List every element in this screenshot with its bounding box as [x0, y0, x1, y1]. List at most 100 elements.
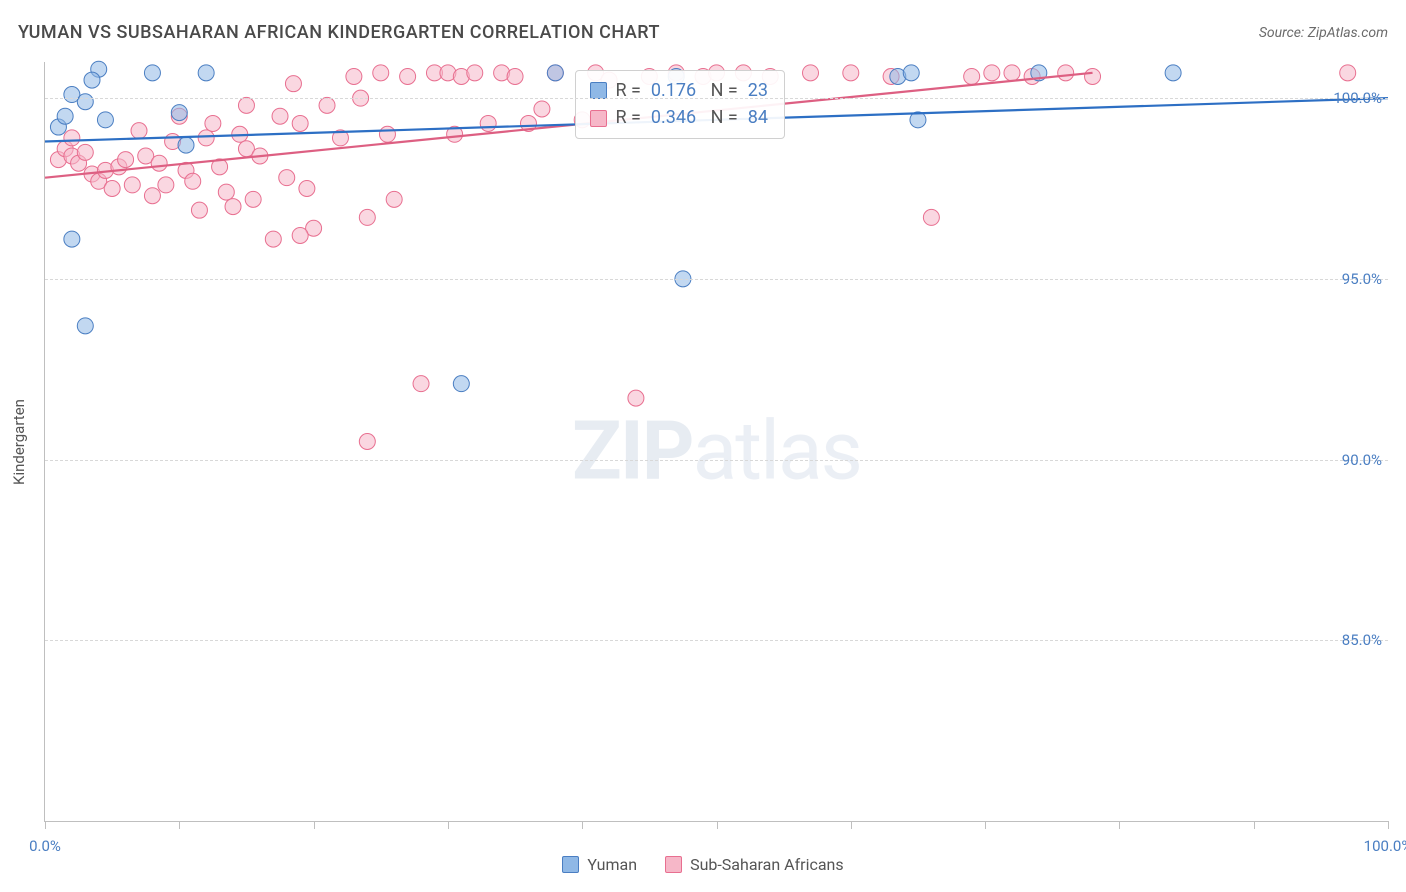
legend-label: Yuman [587, 855, 637, 874]
xtick [717, 821, 718, 829]
yaxis-label: Kindergarten [10, 399, 28, 485]
source-attribution: Source: ZipAtlas.com [1259, 25, 1388, 41]
xtick [1254, 821, 1255, 829]
scatter-point [77, 318, 93, 334]
legend-n-label: N = [706, 104, 738, 132]
scatter-point [198, 65, 214, 81]
xtick [582, 821, 583, 829]
scatter-point [400, 68, 416, 84]
gridline [45, 640, 1388, 641]
legend-swatch [590, 110, 607, 127]
scatter-point [1058, 65, 1074, 81]
scatter-point [1165, 65, 1181, 81]
scatter-point [245, 191, 261, 207]
scatter-point [84, 72, 100, 88]
xtick [985, 821, 986, 829]
series-legend: Yuman Sub-Saharan Africans [0, 855, 1406, 874]
scatter-point [346, 68, 362, 84]
legend-n-value: 84 [746, 104, 770, 132]
gridline [45, 460, 1388, 461]
scatter-point [124, 177, 140, 193]
scatter-point [57, 108, 73, 124]
scatter-point [272, 108, 288, 124]
chart-title: YUMAN VS SUBSAHARAN AFRICAN KINDERGARTEN… [18, 22, 660, 43]
ytick-label: 90.0% [1342, 451, 1382, 469]
xtick [1388, 821, 1389, 829]
scatter-point [198, 130, 214, 146]
xtick [851, 821, 852, 829]
scatter-point [534, 101, 550, 117]
scatter-point [547, 65, 563, 81]
xtick-label: 0.0% [29, 837, 61, 855]
scatter-point [178, 137, 194, 153]
scatter-point [205, 115, 221, 131]
scatter-point [984, 65, 1000, 81]
xtick [1119, 821, 1120, 829]
plot-area: ZIPatlas Kindergarten R =0.176 N =23R =0… [44, 62, 1388, 822]
legend-label: Sub-Saharan Africans [690, 855, 844, 874]
legend-row: R =0.346 N =84 [590, 104, 770, 132]
scatter-point [265, 231, 281, 247]
scatter-point [843, 65, 859, 81]
scatter-point [118, 152, 134, 168]
scatter-point [628, 390, 644, 406]
scatter-point [373, 65, 389, 81]
xtick [448, 821, 449, 829]
scatter-point [507, 68, 523, 84]
legend-r-value: 0.346 [649, 104, 698, 132]
legend-swatch [665, 856, 682, 873]
scatter-point [185, 173, 201, 189]
scatter-point [413, 376, 429, 392]
scatter-point [1340, 65, 1356, 81]
scatter-point [1085, 68, 1101, 84]
scatter-point [285, 76, 301, 92]
scatter-point [144, 65, 160, 81]
ytick-label: 100.0% [1333, 89, 1382, 107]
scatter-point [218, 184, 234, 200]
scatter-point [238, 97, 254, 113]
scatter-point [144, 188, 160, 204]
legend-r-label: R = [615, 77, 640, 105]
scatter-point [77, 144, 93, 160]
scatter-point [279, 170, 295, 186]
scatter-point [359, 209, 375, 225]
gridline [45, 279, 1388, 280]
scatter-point [77, 94, 93, 110]
scatter-point [151, 155, 167, 171]
scatter-point [1004, 65, 1020, 81]
legend-item: Yuman [562, 855, 637, 874]
legend-item: Sub-Saharan Africans [665, 855, 844, 874]
chart-area: ZIPatlas Kindergarten R =0.176 N =23R =0… [44, 62, 1388, 822]
xtick [45, 821, 46, 829]
gridline [45, 98, 1388, 99]
scatter-point [359, 434, 375, 450]
scatter-point [97, 112, 113, 128]
legend-r-value: 0.176 [649, 77, 698, 105]
scatter-point [467, 65, 483, 81]
scatter-point [131, 123, 147, 139]
scatter-point [64, 130, 80, 146]
legend-swatch [562, 856, 579, 873]
xtick-label: 100.0% [1364, 837, 1406, 855]
scatter-point [964, 68, 980, 84]
legend-row: R =0.176 N =23 [590, 77, 770, 105]
xtick [179, 821, 180, 829]
scatter-point [923, 209, 939, 225]
scatter-point [158, 177, 174, 193]
scatter-point [171, 105, 187, 121]
scatter-point [480, 115, 496, 131]
scatter-svg [45, 62, 1388, 821]
ytick-label: 85.0% [1342, 631, 1382, 649]
scatter-point [191, 202, 207, 218]
ytick-label: 95.0% [1342, 270, 1382, 288]
scatter-point [379, 126, 395, 142]
scatter-point [803, 65, 819, 81]
scatter-point [299, 181, 315, 197]
xtick [314, 821, 315, 829]
scatter-point [104, 181, 120, 197]
correlation-legend: R =0.176 N =23R =0.346 N =84 [575, 70, 785, 140]
scatter-point [64, 231, 80, 247]
legend-swatch [590, 82, 607, 99]
legend-n-label: N = [706, 77, 738, 105]
scatter-point [292, 227, 308, 243]
